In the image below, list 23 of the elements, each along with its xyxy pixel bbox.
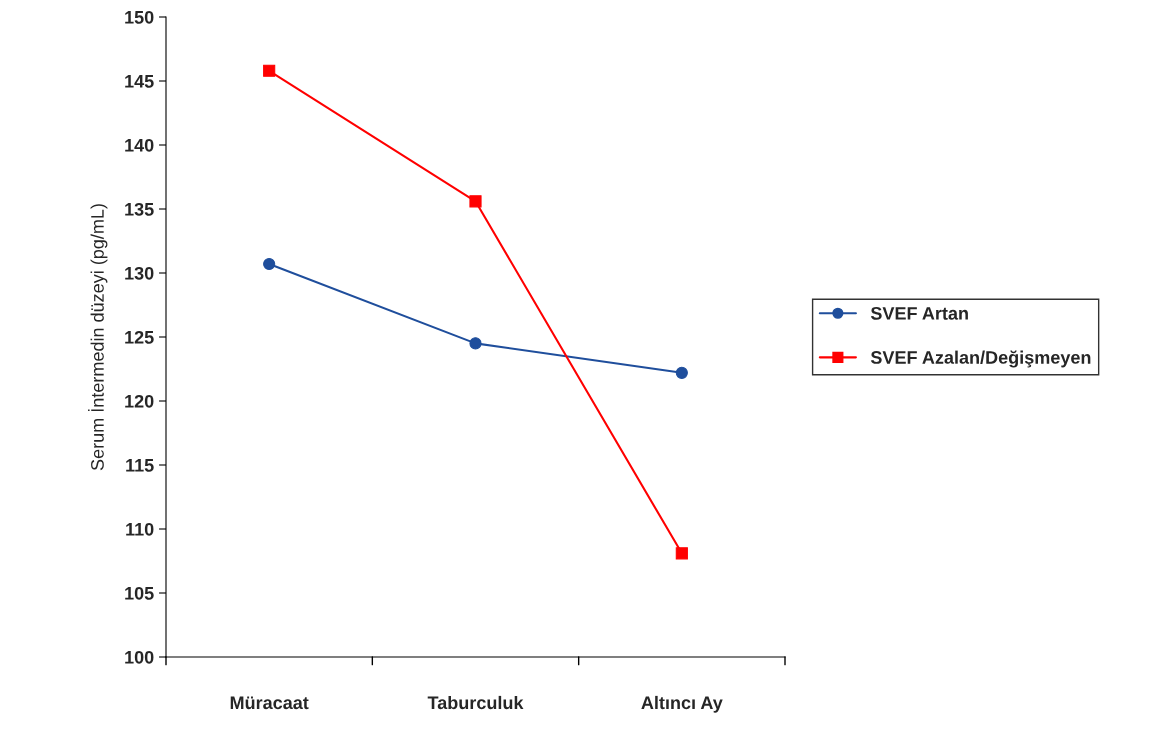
y-tick-label: 110 bbox=[126, 522, 154, 536]
x-tick-label: Müracaat bbox=[230, 696, 309, 710]
point bbox=[675, 366, 688, 379]
y-tick-label: 125 bbox=[125, 330, 154, 344]
y-tick-label: 105 bbox=[125, 586, 154, 600]
point bbox=[469, 195, 482, 208]
y-axis-title: Serum İntermedin düzeyi (pg/mL) bbox=[88, 204, 108, 471]
y-tick-label: 145 bbox=[125, 75, 154, 88]
point bbox=[675, 547, 688, 560]
legend-label: SVEF Artan bbox=[870, 306, 968, 320]
point bbox=[263, 257, 276, 271]
y-tick-label: 115 bbox=[126, 459, 154, 472]
point bbox=[469, 337, 482, 350]
x-tick-label: Altıncı Ay bbox=[641, 695, 723, 713]
y-tick-label: 120 bbox=[125, 394, 154, 408]
y-tick-label: 130 bbox=[125, 266, 154, 280]
y-tick-label: 135 bbox=[125, 202, 154, 216]
point bbox=[263, 64, 276, 77]
y-tick-label: 140 bbox=[125, 138, 154, 152]
legend-label: SVEF Azalan/Değişmeyen bbox=[870, 350, 1091, 368]
y-tick-label: 100 bbox=[125, 650, 154, 664]
x-tick-label: Taburculuk bbox=[427, 695, 524, 710]
y-tick-label: 150 bbox=[125, 10, 154, 24]
